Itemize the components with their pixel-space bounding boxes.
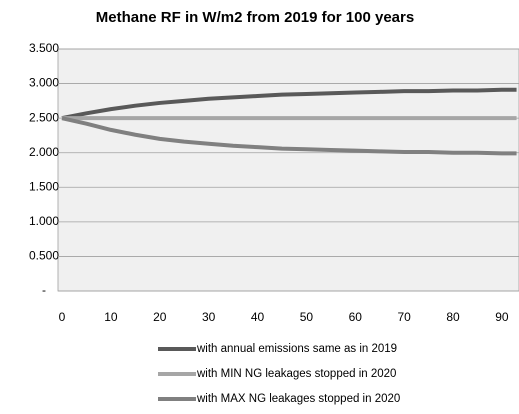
legend-label: with MAX NG leakages stopped in 2020 xyxy=(196,393,400,405)
y-tick-label: - xyxy=(42,283,46,297)
data-line xyxy=(61,116,517,156)
x-tick-label: 40 xyxy=(251,310,265,324)
y-tick-label: 3.500 xyxy=(29,41,59,55)
x-tick-label: 60 xyxy=(349,310,363,324)
legend-label: with MIN NG leakages stopped in 2020 xyxy=(196,368,396,380)
y-tick-label: 1.000 xyxy=(29,214,59,228)
legend-label: with annual emissions same as in 2019 xyxy=(196,343,397,355)
plot-area xyxy=(57,48,519,292)
x-tick-label: 10 xyxy=(104,310,118,324)
y-tick-label: 1.500 xyxy=(29,179,59,193)
chart-title: Methane RF in W/m2 from 2019 for 100 yea… xyxy=(96,9,414,26)
x-tick-label: 30 xyxy=(202,310,216,324)
x-tick-label: 50 xyxy=(300,310,314,324)
y-tick-label: 0.500 xyxy=(29,249,59,263)
data-line xyxy=(61,87,517,121)
y-tick-label: 2.000 xyxy=(29,145,59,159)
y-tick-label: 3.000 xyxy=(29,76,59,90)
x-tick-label: 0 xyxy=(59,310,66,324)
x-tick-label: 80 xyxy=(446,310,460,324)
x-tick-label: 20 xyxy=(153,310,167,324)
x-tick-label: 90 xyxy=(495,310,509,324)
y-tick-label: 2.500 xyxy=(29,110,59,124)
x-tick-label: 70 xyxy=(397,310,411,324)
